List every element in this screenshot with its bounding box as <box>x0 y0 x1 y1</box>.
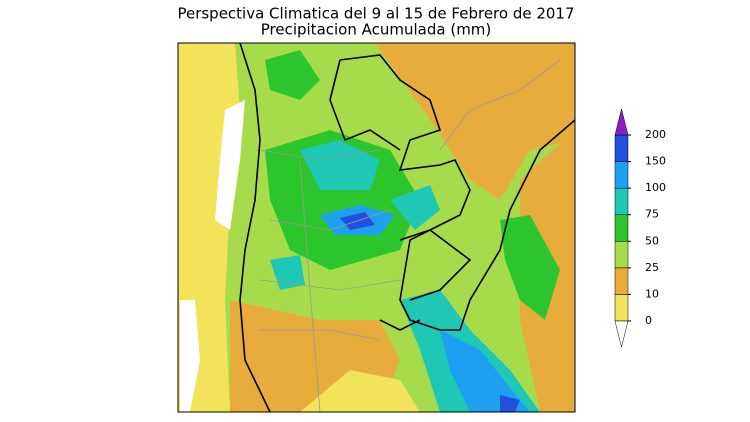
colorbar-band <box>614 267 629 295</box>
map-title: Perspectiva Climatica del 9 al 15 de Feb… <box>177 5 574 23</box>
colorbar-band <box>614 187 629 215</box>
map-subtitle: Precipitacion Acumulada (mm) <box>261 21 492 39</box>
colorbar-band <box>614 134 629 162</box>
colorbar-label: 200 <box>645 128 666 141</box>
colorbar-band <box>614 241 629 269</box>
colorbar-band <box>614 161 629 189</box>
colorbar-underflow <box>614 320 629 348</box>
map-frame <box>177 42 576 413</box>
colorbar-band <box>614 214 629 242</box>
colorbar-label: 0 <box>645 314 652 327</box>
colorbar-label: 10 <box>645 287 659 300</box>
colorbar-label: 150 <box>645 155 666 168</box>
colorbar-band <box>614 294 629 322</box>
colorbar: 0 10 25 50 75 100 150 200 <box>614 108 666 348</box>
colorbar-label: 50 <box>645 234 659 247</box>
colorbar-label: 75 <box>645 208 659 221</box>
colorbar-label: 100 <box>645 181 666 194</box>
colorbar-label: 25 <box>645 261 659 274</box>
colorbar-overflow <box>614 108 629 136</box>
precipitation-map <box>178 43 575 412</box>
